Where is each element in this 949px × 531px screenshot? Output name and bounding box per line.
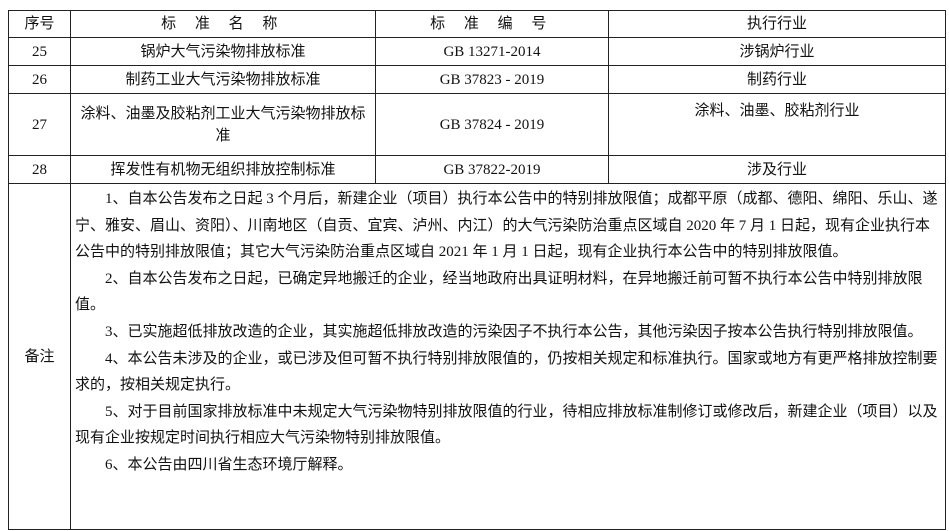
standards-table: 序号 标 准 名 称 标 准 编 号 执行行业 25 锅炉大气污染物排放标准 G…	[8, 10, 946, 530]
header-name: 标 准 名 称	[70, 10, 376, 38]
header-industry: 执行行业	[608, 10, 946, 38]
row-code: GB 37822-2019	[375, 155, 609, 184]
row-industry: 涂料、油墨、胶粘剂行业	[608, 93, 946, 156]
table-header-row: 序号 标 准 名 称 标 准 编 号 执行行业	[8, 10, 946, 38]
row-name: 锅炉大气污染物排放标准	[70, 37, 376, 66]
table-row: 26 制药工业大气污染物排放标准 GB 37823 - 2019 制药行业	[8, 65, 946, 94]
remark-4: 4、本公告未涉及的企业，或已涉及但可暂不执行特别排放限值的，仍按相关规定和标准执…	[75, 350, 938, 394]
row-name: 挥发性有机物无组织排放控制标准	[70, 155, 376, 184]
row-code: GB 37824 - 2019	[375, 93, 609, 156]
row-no: 28	[8, 155, 71, 184]
row-no: 26	[8, 65, 71, 94]
table-row: 25 锅炉大气污染物排放标准 GB 13271-2014 涉锅炉行业	[8, 37, 946, 66]
row-name: 涂料、油墨及胶粘剂工业大气污染物排放标准	[70, 93, 376, 156]
row-name: 制药工业大气污染物排放标准	[70, 65, 376, 94]
remarks-row: 备注 1、自本公告发布之日起 3 个月后，新建企业（项目）执行本公告中的特别排放…	[8, 183, 946, 530]
remark-6: 6、本公告由四川省生态环境厅解释。	[105, 456, 353, 473]
row-code: GB 13271-2014	[375, 37, 609, 66]
row-no: 25	[8, 37, 71, 66]
remark-5: 5、对于目前国家排放标准中未规定大气污染物特别排放限值的行业，待相应排放标准制修…	[75, 403, 938, 447]
row-code: GB 37823 - 2019	[375, 65, 609, 94]
row-no: 27	[8, 93, 71, 156]
remarks-content: 1、自本公告发布之日起 3 个月后，新建企业（项目）执行本公告中的特别排放限值；…	[70, 183, 946, 530]
remark-2: 2、自本公告发布之日起，已确定异地搬迁的企业，经当地政府出具证明材料，在异地搬迁…	[75, 270, 923, 314]
remark-3: 3、已实施超低排放改造的企业，其实施超低排放改造的污染因子不执行本公告，其他污染…	[105, 323, 923, 340]
remarks-label: 备注	[8, 183, 71, 530]
remark-1: 1、自本公告发布之日起 3 个月后，新建企业（项目）执行本公告中的特别排放限值；…	[75, 191, 938, 261]
table-row: 27 涂料、油墨及胶粘剂工业大气污染物排放标准 GB 37824 - 2019 …	[8, 93, 946, 156]
header-code: 标 准 编 号	[375, 10, 609, 38]
row-industry: 涉及行业	[608, 155, 946, 184]
row-industry: 制药行业	[608, 65, 946, 94]
table-row: 28 挥发性有机物无组织排放控制标准 GB 37822-2019 涉及行业	[8, 155, 946, 184]
header-no: 序号	[8, 10, 71, 38]
row-industry: 涉锅炉行业	[608, 37, 946, 66]
